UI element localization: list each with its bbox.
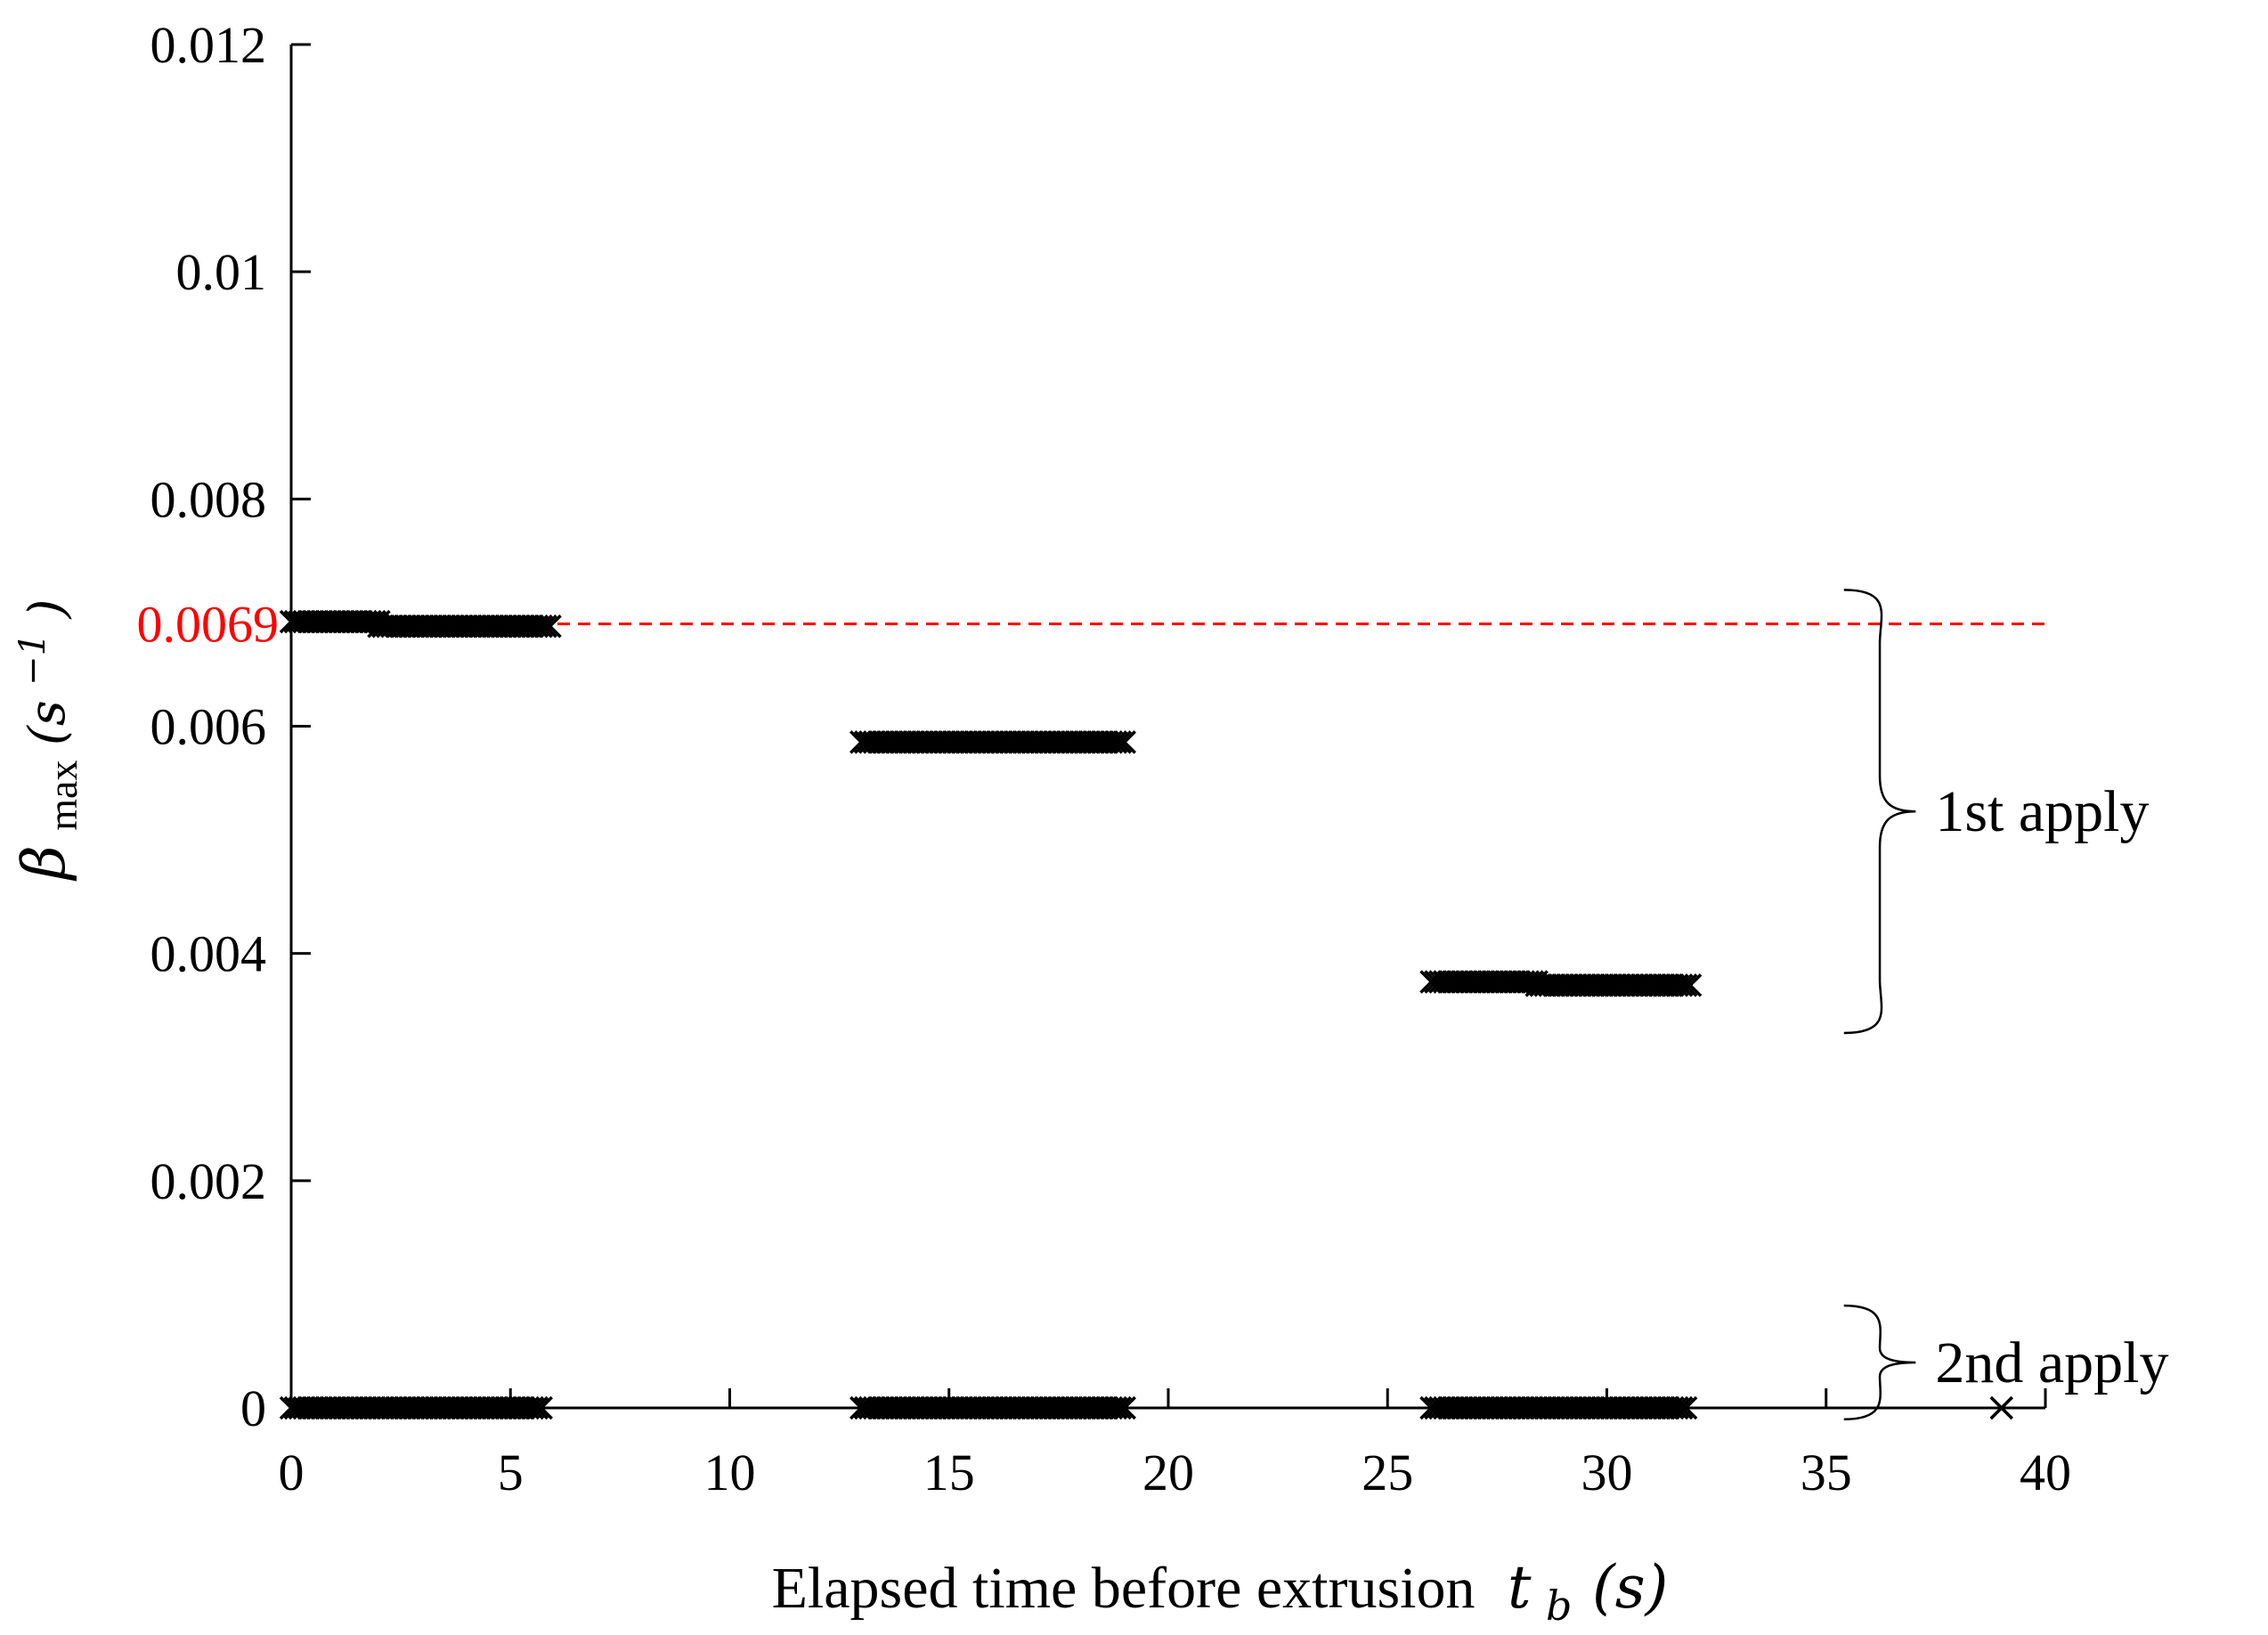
x-axis-title-unit: (s)	[1592, 1553, 1668, 1622]
y-axis-title-unit-close: )	[19, 599, 77, 620]
y-tick-label: 0	[240, 1379, 266, 1437]
annotation-brace	[1843, 1304, 1916, 1421]
annotation-brace	[1843, 589, 1916, 1035]
x-axis-title-math-sub: b	[1546, 1582, 1572, 1630]
x-tick-label: 25	[1362, 1444, 1413, 1501]
y-tick-label: 0.004	[150, 925, 267, 983]
y-tick-label: 0.002	[150, 1152, 267, 1210]
data-point	[529, 614, 553, 639]
y-axis-title-unit-exp: −1	[12, 633, 53, 686]
x-tick-label: 30	[1581, 1444, 1633, 1501]
y-tick-label: 0.008	[150, 470, 267, 528]
x-tick-label: 5	[498, 1444, 524, 1501]
marks-layer	[279, 609, 2013, 1420]
data-point	[538, 614, 562, 639]
data-point	[1108, 730, 1133, 754]
y-axis-title-sub: max	[40, 761, 85, 831]
axes-layer: 0 0.002 0.004 0.006 0.008 0.01 0.012 0 5 10 15 20 25…	[150, 16, 2072, 1501]
y-axis-title-unit: (s	[19, 700, 77, 745]
y-tick-label: 0.012	[150, 16, 267, 74]
annotation-label: 2nd apply	[1935, 1330, 2168, 1395]
x-tick-label: 10	[704, 1444, 756, 1501]
data-point	[1669, 973, 1694, 997]
x-axis-title-math: t	[1508, 1553, 1532, 1622]
data-point	[1103, 730, 1128, 754]
y-axis-title: β max (s −1 )	[0, 599, 90, 883]
x-tick-label: 35	[1801, 1444, 1852, 1501]
annotation-label: 1st apply	[1935, 779, 2149, 844]
x-tick-label: 20	[1142, 1444, 1194, 1501]
x-tick-label: 15	[923, 1444, 975, 1501]
x-tick-label: 40	[2020, 1444, 2071, 1501]
reference-layer: 0.0069	[137, 596, 2045, 654]
data-point	[533, 614, 557, 639]
data-point	[1673, 973, 1698, 997]
y-axis-title-symbol: β	[10, 845, 78, 882]
x-axis-title: Elapsed time before extrusion t b (s)	[772, 1553, 1669, 1633]
data-point	[1678, 973, 1703, 997]
annotation-layer: 1st apply 2nd apply	[1843, 589, 2168, 1421]
y-tick-label: 0.006	[150, 698, 267, 756]
y-tick-label: 0.01	[176, 243, 267, 301]
x-tick-label: 0	[279, 1444, 305, 1501]
reference-line-label: 0.0069	[137, 596, 280, 654]
x-axis-title-text: Elapsed time before extrusion	[772, 1556, 1475, 1621]
data-point	[1112, 730, 1136, 754]
